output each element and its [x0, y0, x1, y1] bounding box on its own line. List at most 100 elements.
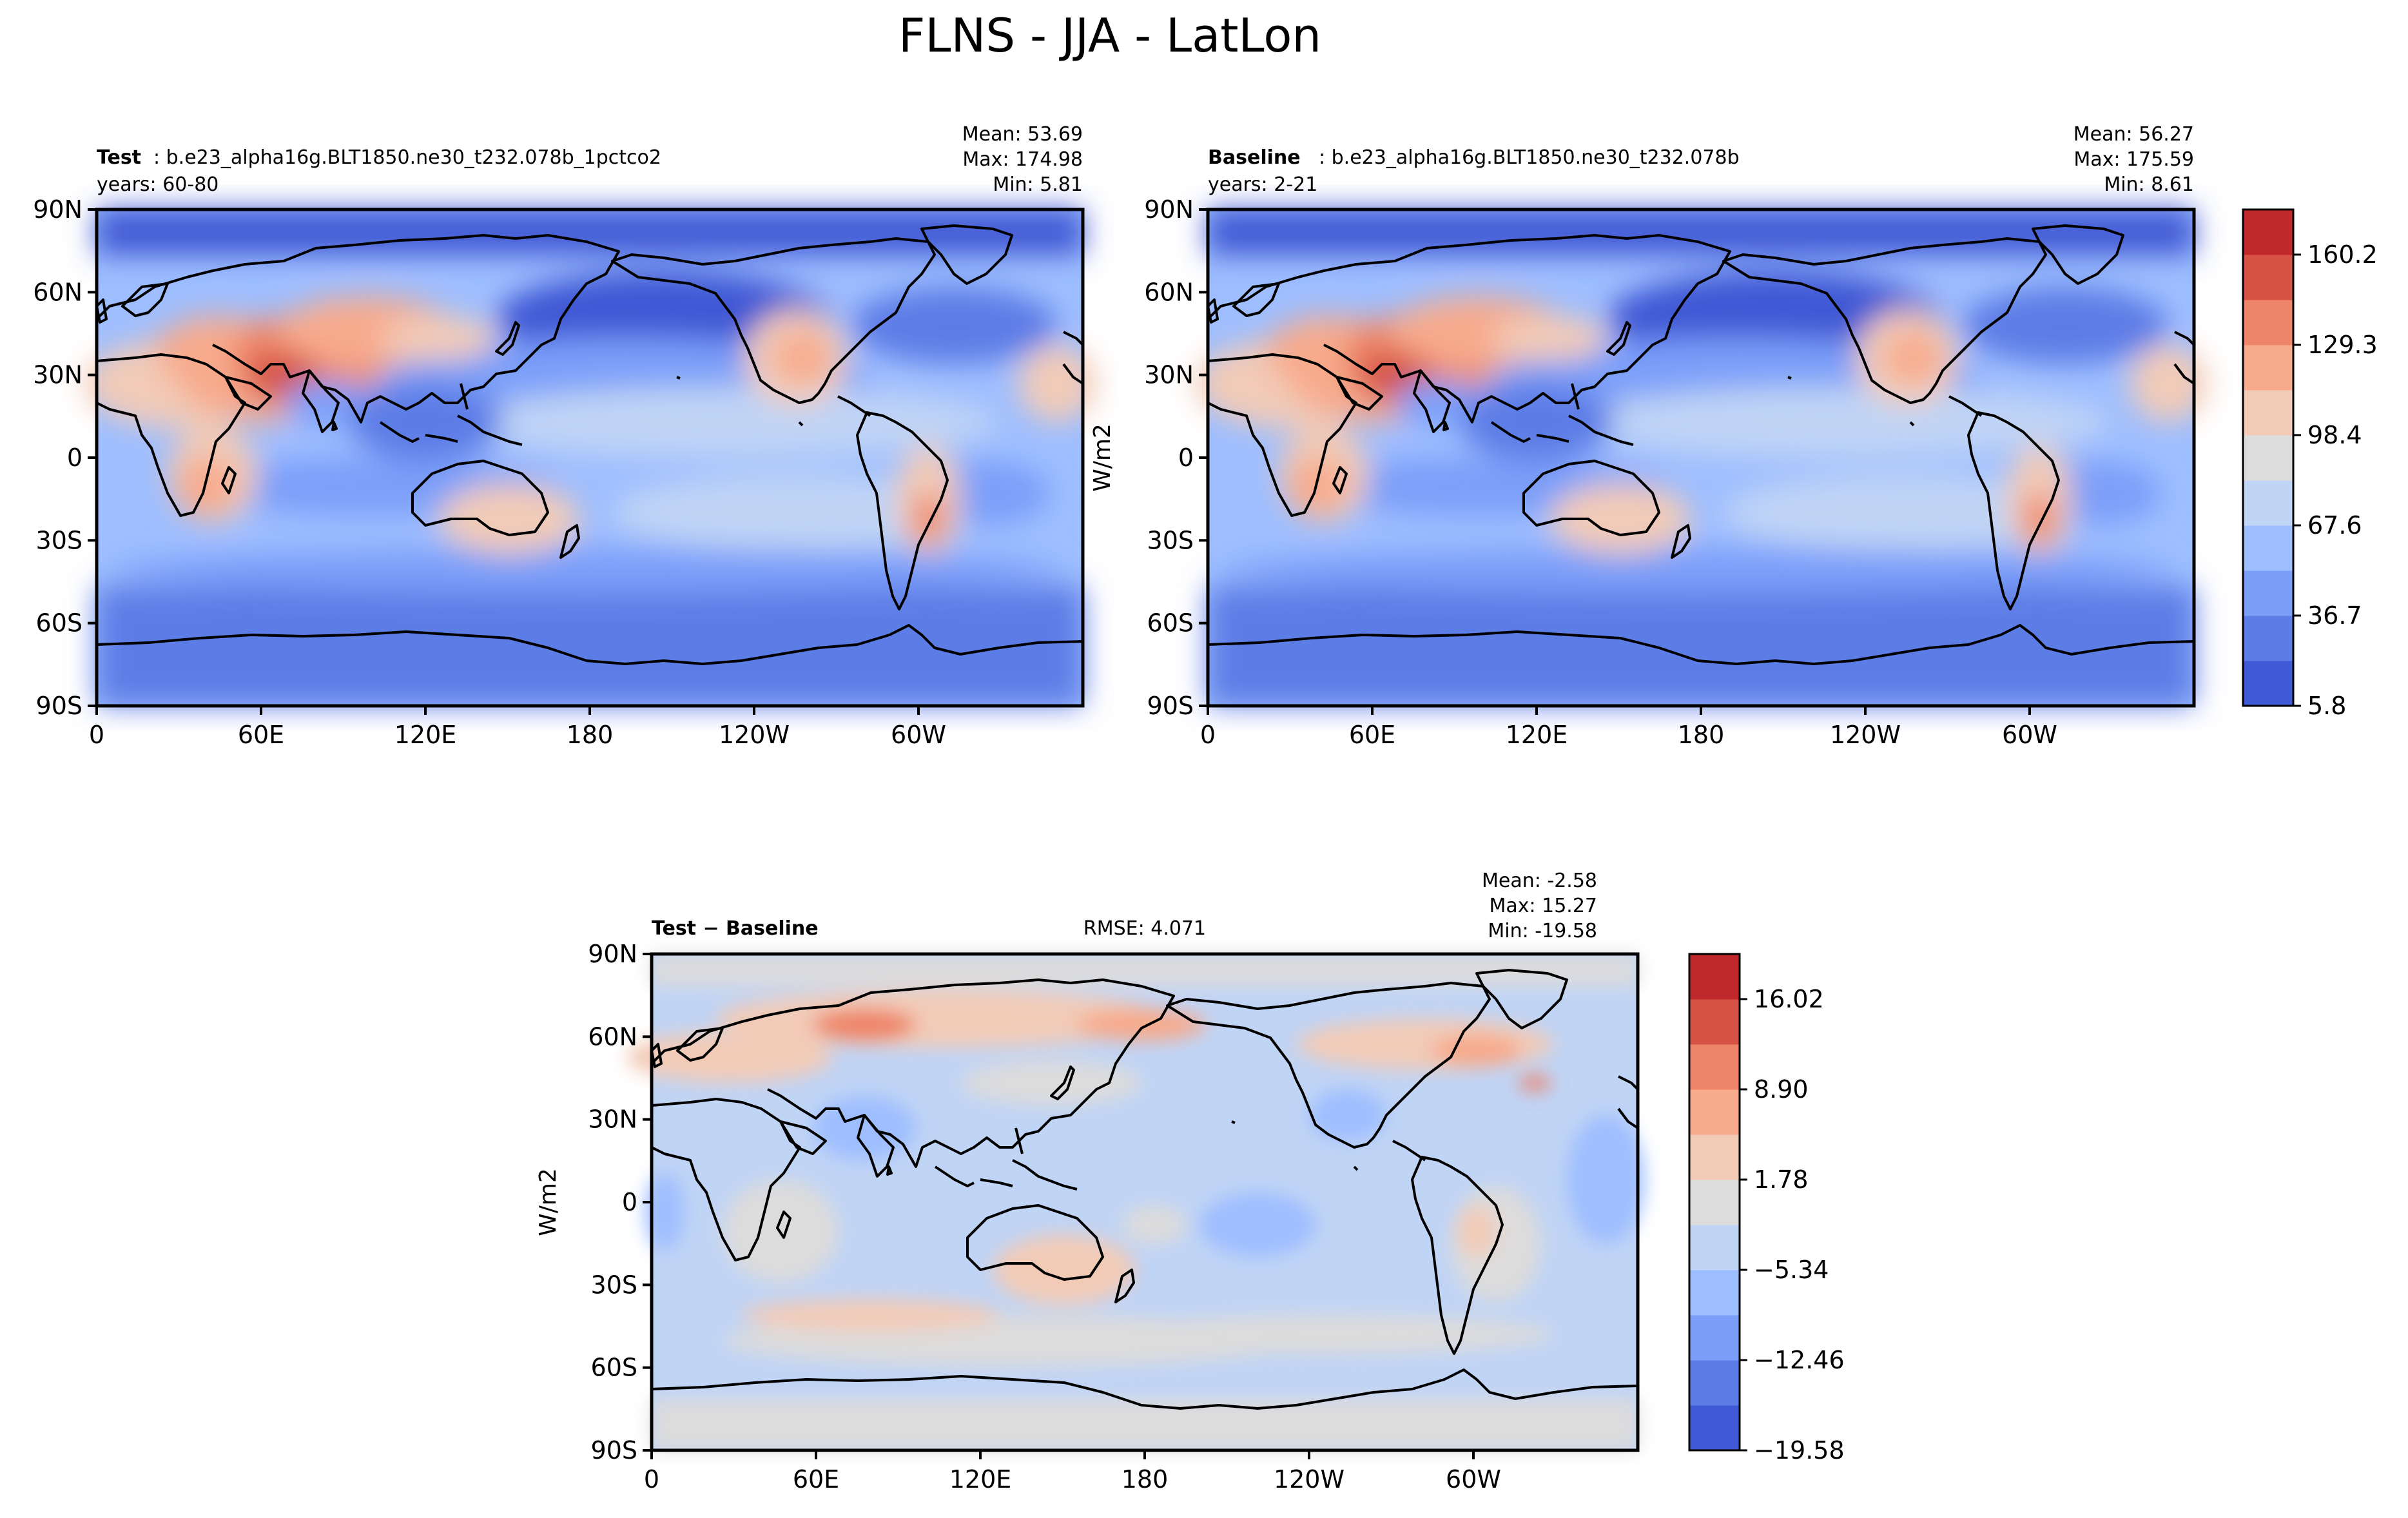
- colorbar-segment: [2243, 480, 2293, 526]
- test-lon-axis: 0 60E 120E 180 120W 60W: [89, 706, 946, 749]
- test-max: Max: 174.98: [962, 148, 1083, 171]
- lon-tick-label: 60E: [238, 721, 284, 749]
- diff-colorbar: −19.58 −12.46 −5.34 1.78 8.90 16.02: [1688, 953, 1845, 1464]
- lat-tick-label: 0: [1178, 443, 1194, 472]
- lat-tick-label: 30S: [591, 1270, 637, 1299]
- colorbar-tick-label: 98.4: [2307, 421, 2362, 449]
- lon-tick-label: 60E: [793, 1465, 839, 1494]
- lat-tick-label: 30N: [1144, 361, 1194, 389]
- figure-title: FLNS - JJA - LatLon: [898, 8, 1321, 63]
- baseline-min: Min: 8.61: [2104, 173, 2194, 196]
- colorbar-segment: [2243, 390, 2293, 436]
- lat-tick-label: 60N: [588, 1022, 637, 1051]
- main-colorbar: 5.8 36.7 67.6 98.4 129.3 160.2: [2242, 208, 2378, 720]
- lon-tick-label: 0: [644, 1465, 659, 1494]
- colorbar-segment: [1689, 1225, 1740, 1270]
- baseline-lon-axis: 0 60E 120E 180 120W 60W: [1200, 706, 2057, 749]
- test-min: Min: 5.81: [993, 173, 1083, 196]
- test-panel: [84, 209, 1096, 706]
- test-mean: Mean: 53.69: [962, 123, 1083, 146]
- lat-tick-label: 30N: [588, 1105, 637, 1134]
- lat-tick-label: 30S: [1147, 526, 1194, 554]
- colorbar-tick-label: 8.90: [1754, 1075, 1809, 1104]
- baseline-map-field: [1195, 209, 2207, 706]
- lon-tick-label: 180: [567, 721, 614, 749]
- diff-lat-axis: 90N 60N 30N 0 30S 60S 90S: [588, 940, 652, 1464]
- colorbar-tick-label: 36.7: [2307, 601, 2362, 630]
- colorbar-segment: [2243, 435, 2293, 481]
- colorbar-segment: [1689, 1089, 1740, 1135]
- lat-tick-label: 60S: [36, 609, 83, 637]
- lon-tick-label: 120E: [1506, 721, 1568, 749]
- colorbar-segment: [2243, 345, 2293, 391]
- diff-min: Min: -19.58: [1488, 920, 1597, 942]
- lat-tick-label: 60S: [591, 1354, 637, 1382]
- lat-tick-label: 90S: [36, 692, 83, 720]
- colorbar-tick-label: 16.02: [1754, 985, 1824, 1013]
- lat-tick-label: 0: [622, 1188, 637, 1216]
- colorbar-tick-label: 129.3: [2307, 331, 2378, 359]
- colorbar-frame: [2242, 208, 2295, 707]
- lon-tick-label: 120W: [1830, 721, 1901, 749]
- colorbar-segment: [2243, 255, 2293, 300]
- lat-tick-label: 60N: [1144, 278, 1194, 306]
- colorbar-segment: [2243, 525, 2293, 571]
- colorbar-segment: [1689, 1044, 1740, 1090]
- diff-ylabel: W/m2: [535, 1168, 561, 1236]
- baseline-mean: Mean: 56.27: [2073, 123, 2194, 146]
- diff-max: Max: 15.27: [1489, 895, 1597, 917]
- colorbar-tick-label: −5.34: [1754, 1256, 1829, 1284]
- colorbar-segment: [1689, 1270, 1740, 1316]
- lon-tick-label: 0: [89, 721, 104, 749]
- colorbar-segment: [1689, 954, 1740, 1000]
- baseline-label-bold: Baseline: [1208, 146, 1301, 169]
- test-label-rest: : b.e23_alpha16g.BLT1850.ne30_t232.078b_…: [153, 146, 661, 169]
- colorbar-tick-label: 67.6: [2307, 511, 2362, 540]
- diff-lon-axis: 0 60E 120E 180 120W 60W: [644, 1450, 1501, 1494]
- baseline-label-rest: : b.e23_alpha16g.BLT1850.ne30_t232.078b: [1319, 146, 1740, 169]
- lon-tick-label: 60W: [2002, 721, 2057, 749]
- lat-tick-label: 30N: [33, 361, 83, 389]
- diff-mean: Mean: -2.58: [1482, 870, 1597, 892]
- lon-tick-label: 60W: [1446, 1465, 1501, 1494]
- lon-tick-label: 120E: [949, 1465, 1012, 1494]
- lon-tick-label: 60W: [891, 721, 946, 749]
- colorbar-segment: [1689, 1315, 1740, 1361]
- colorbar-tick-label: 160.2: [2307, 240, 2378, 269]
- colorbar-segment: [2243, 300, 2293, 345]
- lat-tick-label: 0: [67, 443, 83, 472]
- baseline-ylabel: W/m2: [1089, 423, 1116, 492]
- baseline-years: years: 2-21: [1208, 173, 1317, 196]
- colorbar-segment: [2243, 209, 2293, 255]
- colorbar-segment: [1689, 999, 1740, 1045]
- test-label-bold: Test: [97, 146, 141, 169]
- lat-tick-label: 90S: [591, 1436, 637, 1464]
- lon-tick-label: 120W: [1274, 1465, 1345, 1494]
- diff-panel: [626, 954, 1644, 1450]
- colorbar-segment: [1689, 1180, 1740, 1225]
- diff-label: Test − Baseline: [652, 917, 819, 940]
- colorbar-frame: [1688, 953, 1741, 1452]
- lon-tick-label: 0: [1200, 721, 1216, 749]
- lat-tick-label: 90N: [33, 195, 83, 224]
- lon-tick-label: 180: [1121, 1465, 1169, 1494]
- test-map-field: [84, 209, 1096, 706]
- test-years: years: 60-80: [97, 173, 218, 196]
- lat-tick-label: 60S: [1147, 609, 1194, 637]
- colorbar-segment: [2243, 616, 2293, 661]
- lat-tick-label: 90N: [588, 940, 637, 968]
- lat-tick-label: 60N: [33, 278, 83, 306]
- baseline-lat-axis: 90N 60N 30N 0 30S 60S 90S: [1144, 195, 1208, 720]
- lon-tick-label: 120E: [394, 721, 457, 749]
- colorbar-tick-label: 1.78: [1754, 1165, 1809, 1194]
- lon-tick-label: 120W: [719, 721, 790, 749]
- lat-tick-label: 90N: [1144, 195, 1194, 224]
- colorbar-tick-label: −19.58: [1754, 1436, 1845, 1464]
- colorbar-segment: [2243, 570, 2293, 616]
- lat-tick-label: 30S: [36, 526, 83, 554]
- colorbar-tick-label: −12.46: [1754, 1346, 1845, 1374]
- colorbar-segment: [1689, 1405, 1740, 1451]
- colorbar-segment: [2243, 661, 2293, 706]
- diff-rmse: RMSE: 4.071: [1083, 917, 1206, 940]
